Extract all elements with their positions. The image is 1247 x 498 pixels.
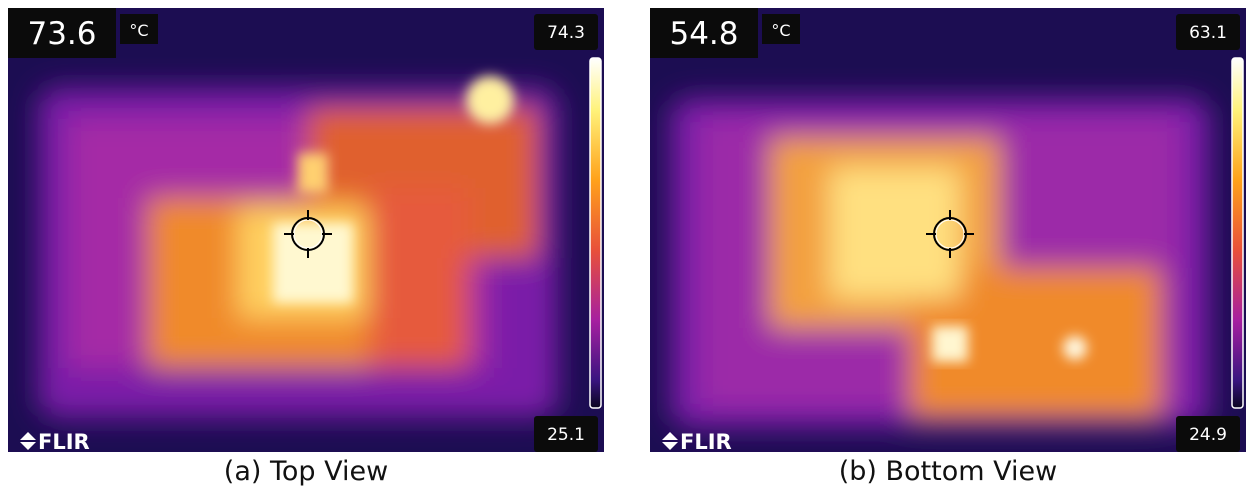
scale-max: 63.1 <box>1189 23 1227 43</box>
scale-max: 74.3 <box>547 23 585 43</box>
page: 73.6 °C 74.3 25.1 FLIR (a) Top View 54.8… <box>0 0 1247 498</box>
scale-min: 24.9 <box>1189 425 1227 445</box>
caption: (b) Bottom View <box>650 456 1246 487</box>
unit: °C <box>771 21 790 40</box>
unit: °C <box>129 21 148 40</box>
logo: FLIR <box>680 430 732 452</box>
spot-temperature: 73.6 <box>27 16 96 52</box>
caption: (a) Top View <box>8 456 604 487</box>
logo: FLIR <box>38 430 90 452</box>
scale-min: 25.1 <box>547 425 585 445</box>
color-bar <box>590 58 601 408</box>
thermal-image: 73.6 °C 74.3 25.1 FLIR <box>8 8 604 452</box>
spot-temperature: 54.8 <box>669 16 738 52</box>
heat-map <box>670 98 1210 428</box>
color-bar <box>1232 58 1243 408</box>
thermal-image: 54.8 °C 63.1 24.9 FLIR <box>650 8 1246 452</box>
